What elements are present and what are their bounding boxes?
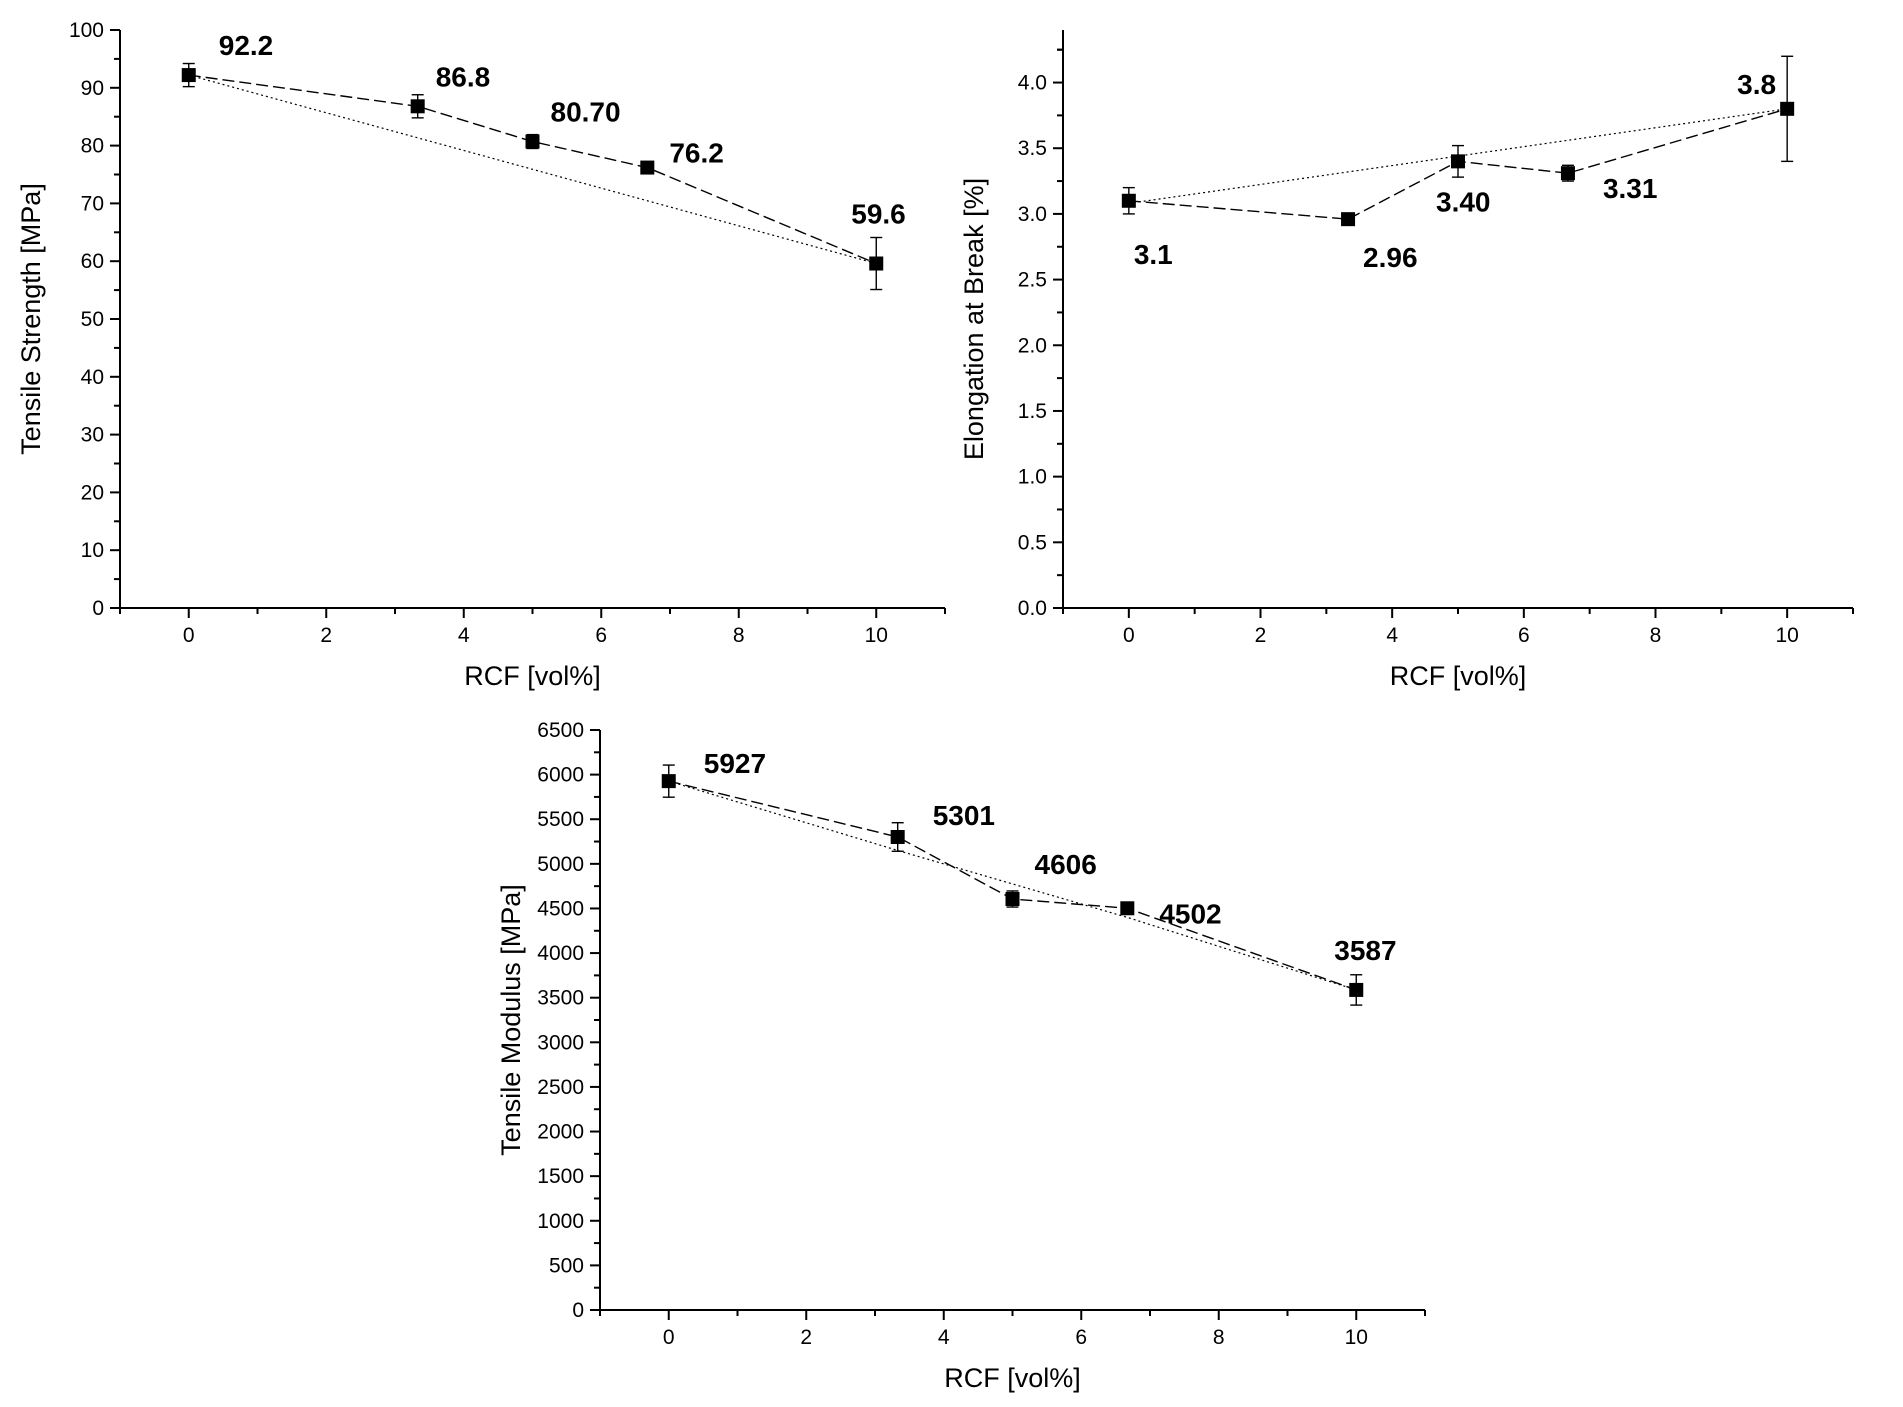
data-label: 3587	[1334, 935, 1396, 966]
x-axis-title: RCF [vol%]	[464, 661, 601, 691]
x-axis-title: RCF [vol%]	[1390, 661, 1527, 691]
x-tick-label: 0	[183, 624, 195, 647]
y-axis-title: Tensile Modulus [MPa]	[496, 884, 526, 1156]
y-tick-label: 1500	[537, 1165, 584, 1188]
y-tick-label: 70	[81, 192, 104, 215]
data-label: 4606	[1035, 849, 1097, 880]
x-tick-label: 8	[1213, 1326, 1225, 1349]
x-tick-label: 2	[320, 624, 332, 647]
y-tick-label: 2.0	[1018, 334, 1047, 357]
y-tick-label: 5500	[537, 808, 584, 831]
y-tick-label: 4000	[537, 942, 584, 965]
x-tick-label: 6	[1518, 624, 1530, 647]
y-axis-title: Elongation at Break [%]	[959, 178, 989, 460]
x-tick-label: 4	[458, 624, 470, 647]
y-tick-label: 20	[81, 481, 104, 504]
x-tick-label: 4	[938, 1326, 950, 1349]
data-point-marker	[181, 68, 196, 83]
y-tick-label: 2000	[537, 1121, 584, 1144]
data-point-marker	[640, 160, 655, 175]
data-point-marker	[1341, 212, 1356, 227]
trend-line	[188, 74, 877, 265]
y-tick-label: 4.0	[1018, 72, 1047, 95]
data-point-marker	[1451, 154, 1465, 169]
data-label: 3.8	[1737, 69, 1776, 100]
y-tick-label: 6500	[537, 719, 584, 742]
chart-panel-2: 0 2 4 6 8 10 0.0 0.5 1.0 1.5 2.0 2.5 3.0 3.5 4.0 RCF [v…	[959, 30, 1854, 691]
y-tick-label: 0	[572, 1299, 584, 1322]
chart-panel-3: 0 2 4 6 8 10 0 500 1000 1500 2000 2500 3000 3500 4000 4…	[496, 719, 1426, 1393]
data-label: 76.2	[669, 138, 724, 169]
y-tick-label: 50	[81, 308, 104, 331]
data-point-marker	[869, 256, 884, 271]
data-label: 3.31	[1603, 173, 1658, 204]
y-tick-label: 0	[92, 597, 104, 620]
y-tick-label: 30	[81, 424, 104, 447]
data-label: 4502	[1159, 898, 1221, 929]
y-tick-label: 2500	[537, 1076, 584, 1099]
y-tick-label: 500	[549, 1254, 584, 1277]
y-axis-title: Tensile Strength [MPa]	[16, 183, 46, 455]
y-tick-label: 3.5	[1018, 137, 1047, 160]
y-tick-label: 10	[81, 539, 104, 562]
data-point-marker	[525, 134, 540, 149]
y-tick-label: 60	[81, 250, 104, 273]
y-tick-label: 3.0	[1018, 203, 1047, 226]
x-tick-label: 10	[1775, 624, 1798, 647]
y-tick-label: 1000	[537, 1210, 584, 1233]
x-axis-title: RCF [vol%]	[944, 1363, 1081, 1393]
y-tick-label: 3500	[537, 987, 584, 1010]
x-tick-label: 0	[1123, 624, 1135, 647]
data-point-marker	[1121, 193, 1136, 208]
data-point-marker	[890, 829, 905, 844]
x-tick-label: 10	[1345, 1326, 1368, 1349]
data-label: 2.96	[1363, 242, 1418, 273]
y-tick-label: 100	[69, 19, 104, 42]
data-point-marker	[1349, 982, 1364, 997]
y-tick-label: 4500	[537, 897, 584, 920]
data-point-marker	[1560, 166, 1575, 181]
data-point-marker	[1120, 901, 1135, 916]
y-tick-label: 90	[81, 77, 104, 100]
x-tick-label: 2	[1255, 624, 1267, 647]
data-label: 59.6	[851, 199, 906, 230]
y-tick-label: 0.0	[1018, 597, 1047, 620]
y-tick-label: 1.0	[1018, 466, 1047, 489]
data-point-marker	[1780, 101, 1795, 116]
x-tick-label: 6	[1075, 1326, 1087, 1349]
y-tick-label: 0.5	[1018, 531, 1047, 554]
y-tick-label: 5000	[537, 853, 584, 876]
y-tick-label: 1.5	[1018, 400, 1047, 423]
data-point-marker	[1005, 892, 1020, 907]
x-tick-label: 10	[865, 624, 888, 647]
data-label: 3.40	[1436, 186, 1491, 217]
x-tick-label: 8	[1650, 624, 1662, 647]
x-tick-label: 4	[1386, 624, 1398, 647]
y-tick-label: 3000	[537, 1031, 584, 1054]
y-tick-label: 6000	[537, 764, 584, 787]
x-tick-label: 0	[663, 1326, 675, 1349]
trend-line	[1128, 108, 1788, 204]
y-tick-label: 80	[81, 135, 104, 158]
y-tick-label: 40	[81, 366, 104, 389]
x-tick-label: 6	[595, 624, 607, 647]
data-label: 5301	[933, 800, 995, 831]
x-tick-label: 8	[733, 624, 745, 647]
data-label: 86.8	[436, 61, 491, 92]
series-line	[668, 780, 1357, 991]
x-tick-label: 2	[800, 1326, 812, 1349]
data-point-marker	[410, 99, 425, 114]
data-label: 92.2	[219, 30, 274, 61]
trend-line	[668, 780, 1357, 991]
data-point-marker	[661, 774, 676, 789]
y-tick-label: 2.5	[1018, 269, 1047, 292]
data-label: 5927	[704, 748, 766, 779]
data-label: 3.1	[1134, 239, 1173, 270]
data-label: 80.70	[551, 97, 621, 128]
